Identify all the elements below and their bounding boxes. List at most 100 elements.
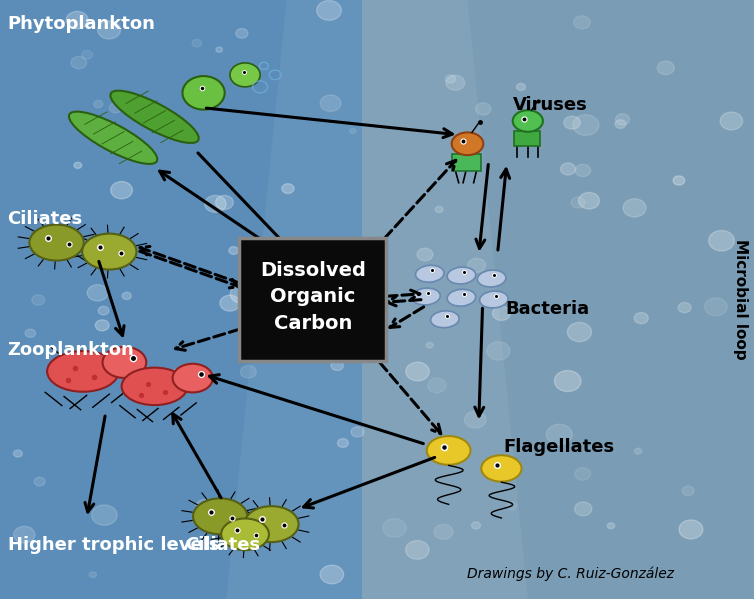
Circle shape	[192, 40, 201, 47]
Text: Ciliates: Ciliates	[185, 536, 260, 554]
Circle shape	[464, 411, 486, 428]
Circle shape	[98, 306, 109, 315]
Circle shape	[79, 242, 89, 249]
Ellipse shape	[110, 90, 199, 143]
Circle shape	[573, 114, 599, 135]
Circle shape	[575, 164, 590, 177]
Bar	[514, 131, 540, 146]
Circle shape	[71, 56, 87, 69]
Circle shape	[547, 424, 572, 445]
Circle shape	[471, 522, 480, 529]
Ellipse shape	[221, 519, 269, 550]
Circle shape	[434, 524, 453, 539]
Circle shape	[673, 176, 685, 185]
Bar	[362, 0, 754, 599]
Circle shape	[487, 341, 510, 360]
Ellipse shape	[103, 347, 146, 378]
Ellipse shape	[173, 364, 213, 392]
Circle shape	[342, 253, 351, 260]
Ellipse shape	[412, 288, 440, 305]
Circle shape	[241, 365, 256, 378]
Circle shape	[122, 292, 131, 300]
Circle shape	[74, 162, 81, 168]
Circle shape	[230, 284, 255, 304]
Ellipse shape	[452, 132, 483, 155]
Circle shape	[91, 505, 117, 525]
Text: Drawings by C. Ruiz-González: Drawings by C. Ruiz-González	[467, 567, 675, 581]
Circle shape	[145, 111, 166, 128]
Ellipse shape	[447, 289, 476, 306]
Circle shape	[95, 320, 109, 331]
Circle shape	[679, 520, 703, 539]
Circle shape	[560, 163, 575, 175]
Circle shape	[274, 332, 294, 347]
Circle shape	[89, 572, 97, 577]
Ellipse shape	[480, 291, 508, 308]
Circle shape	[607, 523, 615, 529]
Circle shape	[354, 292, 380, 312]
Ellipse shape	[415, 265, 444, 282]
Circle shape	[107, 262, 115, 268]
Text: Viruses: Viruses	[513, 96, 587, 114]
Circle shape	[578, 192, 599, 209]
Circle shape	[14, 527, 35, 543]
Circle shape	[476, 103, 491, 115]
Circle shape	[282, 184, 294, 193]
Text: Microbial loop: Microbial loop	[733, 239, 748, 360]
Circle shape	[435, 206, 443, 213]
Circle shape	[567, 322, 591, 341]
Ellipse shape	[447, 267, 476, 284]
Circle shape	[446, 75, 455, 83]
Ellipse shape	[431, 311, 459, 328]
Circle shape	[14, 450, 23, 457]
Circle shape	[317, 1, 342, 20]
Text: Ciliates: Ciliates	[8, 210, 83, 228]
Circle shape	[173, 368, 186, 379]
Circle shape	[507, 502, 517, 510]
Circle shape	[634, 313, 648, 323]
Circle shape	[678, 302, 691, 313]
Circle shape	[574, 16, 590, 29]
Circle shape	[615, 120, 626, 128]
Text: Bacteria: Bacteria	[505, 300, 590, 317]
Circle shape	[516, 83, 526, 90]
Circle shape	[575, 502, 592, 516]
Circle shape	[66, 11, 88, 29]
Ellipse shape	[82, 234, 136, 270]
Text: Zooplankton: Zooplankton	[8, 341, 134, 359]
Circle shape	[97, 21, 121, 39]
Circle shape	[615, 114, 630, 125]
Circle shape	[216, 195, 234, 210]
Circle shape	[406, 541, 429, 559]
FancyBboxPatch shape	[240, 238, 386, 361]
Circle shape	[428, 378, 446, 393]
Text: Dissolved
Organic
Carbon: Dissolved Organic Carbon	[260, 261, 366, 332]
Bar	[452, 154, 481, 171]
Circle shape	[204, 195, 226, 213]
Ellipse shape	[427, 436, 470, 465]
Circle shape	[571, 197, 585, 208]
Circle shape	[720, 112, 743, 130]
Circle shape	[338, 438, 348, 447]
Circle shape	[709, 231, 734, 251]
Ellipse shape	[121, 368, 188, 405]
Ellipse shape	[29, 225, 84, 261]
Circle shape	[351, 426, 364, 437]
Circle shape	[623, 199, 646, 217]
Circle shape	[32, 295, 44, 305]
Circle shape	[34, 477, 45, 486]
Circle shape	[320, 95, 341, 111]
Circle shape	[446, 75, 464, 90]
Circle shape	[320, 565, 344, 584]
Ellipse shape	[193, 498, 247, 534]
Circle shape	[81, 50, 93, 59]
Circle shape	[426, 343, 433, 348]
Text: Higher trophic levels: Higher trophic levels	[8, 536, 219, 554]
Circle shape	[657, 61, 674, 75]
Circle shape	[182, 76, 225, 110]
Circle shape	[331, 361, 343, 371]
Circle shape	[704, 298, 727, 316]
Ellipse shape	[477, 270, 506, 287]
Text: Phytoplankton: Phytoplankton	[8, 15, 155, 33]
Polygon shape	[226, 0, 528, 599]
